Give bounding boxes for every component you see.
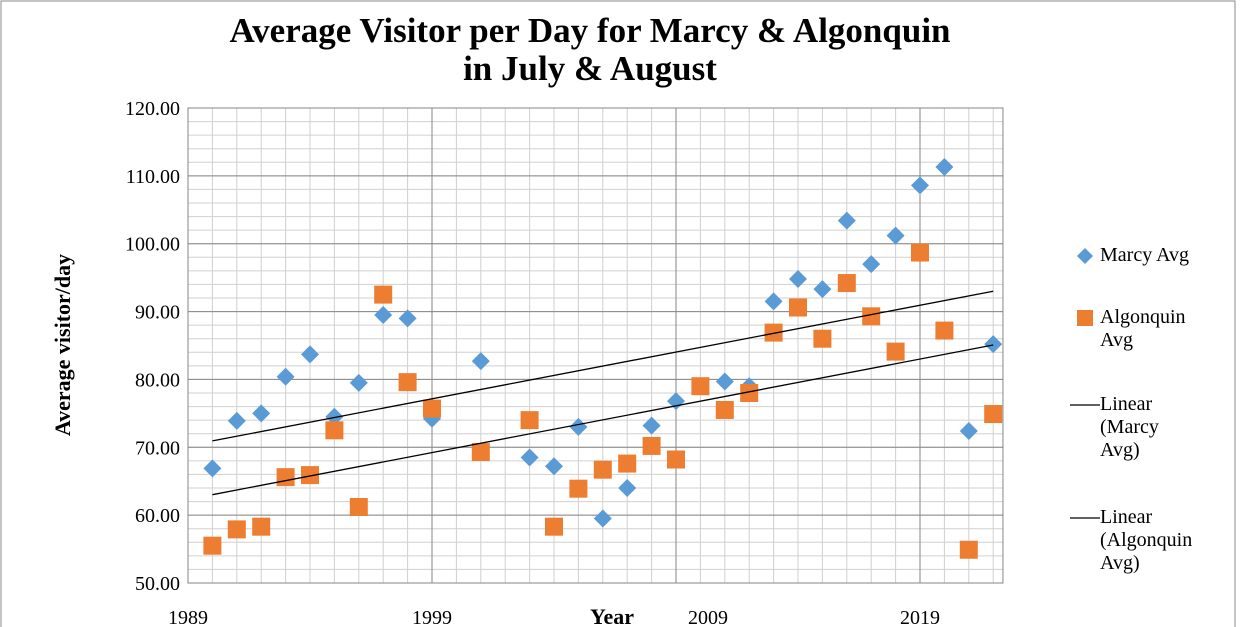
point	[764, 292, 783, 311]
point	[325, 407, 344, 426]
point	[642, 416, 661, 435]
point	[301, 466, 319, 485]
point	[984, 335, 1003, 354]
point	[862, 255, 881, 274]
point	[423, 399, 441, 418]
point	[545, 457, 563, 476]
point	[935, 158, 954, 177]
point	[252, 404, 271, 423]
point	[593, 460, 612, 479]
point	[252, 517, 271, 536]
y-tick-label: 120.00	[125, 98, 180, 120]
point	[740, 384, 759, 402]
point	[593, 509, 612, 528]
point	[789, 270, 807, 288]
point	[349, 373, 368, 392]
point	[618, 454, 637, 473]
point	[545, 517, 563, 536]
point	[886, 226, 905, 245]
legend-entry: Linear (Marcy Avg)	[1100, 393, 1159, 461]
point	[227, 411, 246, 430]
point	[569, 479, 588, 498]
trendline	[212, 344, 994, 496]
point	[203, 459, 222, 478]
point	[227, 520, 246, 539]
point	[471, 443, 490, 462]
point	[813, 280, 832, 299]
legend-marker	[1077, 310, 1093, 326]
point	[301, 345, 319, 364]
point	[813, 329, 832, 348]
point	[764, 323, 783, 342]
y-tick-label: 60.00	[135, 505, 180, 527]
y-tick-label: 100.00	[125, 234, 180, 256]
point	[715, 372, 734, 391]
point	[886, 342, 905, 361]
point	[984, 405, 1003, 424]
point	[667, 450, 685, 469]
point	[618, 479, 637, 497]
point	[789, 298, 807, 317]
point	[837, 274, 856, 293]
point	[642, 436, 661, 455]
point	[959, 422, 978, 440]
y-tick-label: 80.00	[135, 369, 180, 391]
point	[520, 411, 539, 430]
point	[471, 352, 490, 371]
point	[349, 498, 368, 516]
x-tick-label: 2019	[900, 607, 940, 627]
x-tick-label: 1999	[412, 607, 452, 627]
point	[691, 377, 710, 396]
point	[667, 392, 685, 411]
legend-marker	[1077, 248, 1093, 264]
point	[935, 321, 954, 340]
x-tick-label: 1989	[168, 607, 208, 627]
plot-area-border	[187, 107, 1004, 584]
point	[398, 309, 417, 328]
legend-entry: Algonquin Avg	[1100, 306, 1186, 351]
point	[374, 305, 393, 324]
point	[374, 285, 393, 304]
y-tick-label: 110.00	[126, 166, 180, 188]
point	[911, 176, 929, 195]
x-tick-label: 2009	[688, 607, 728, 627]
point	[276, 367, 295, 386]
trendline	[212, 290, 994, 442]
x-axis-label: Year	[590, 604, 634, 627]
point	[276, 468, 295, 487]
point	[520, 448, 539, 467]
point	[569, 417, 588, 436]
y-axis-label: Average visitor/day	[50, 254, 75, 436]
y-tick-label: 90.00	[135, 302, 180, 324]
y-tick-label: 70.00	[135, 437, 180, 459]
point	[325, 421, 344, 440]
point	[203, 536, 222, 555]
point	[715, 400, 734, 419]
legend-entry: Linear (Algonquin Avg)	[1100, 506, 1193, 574]
point	[837, 211, 856, 230]
chart-title: Average Visitor per Day for Marcy & Algo…	[229, 11, 950, 88]
y-tick-label: 50.00	[135, 573, 180, 595]
legend-entry: Marcy Avg	[1100, 244, 1190, 266]
point	[959, 540, 978, 559]
point	[911, 243, 929, 262]
point	[398, 373, 417, 392]
point	[862, 307, 881, 326]
